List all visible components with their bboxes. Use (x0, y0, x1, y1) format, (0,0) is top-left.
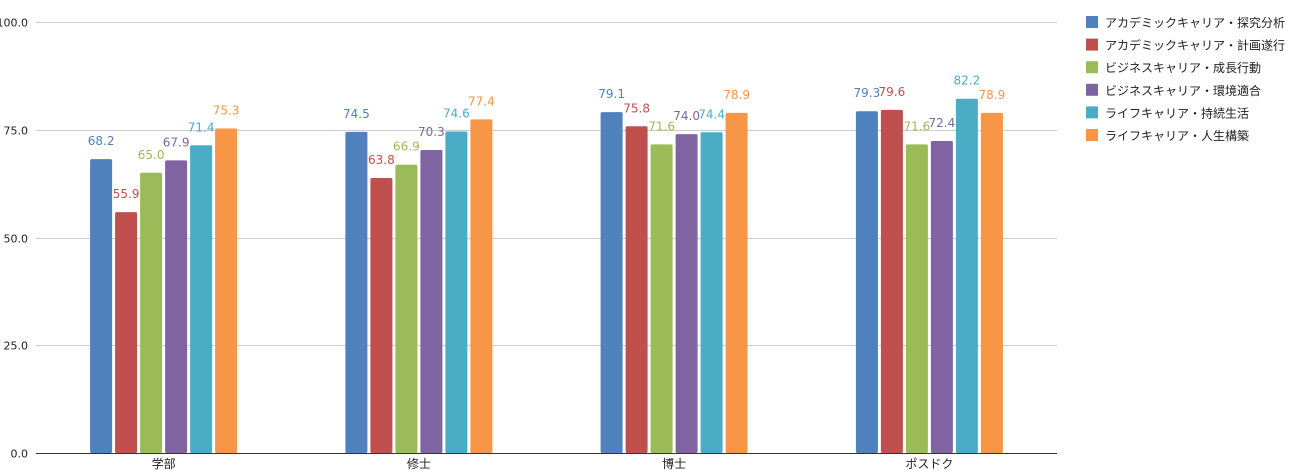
legend-label: ライフキャリア・人生構築 (1105, 128, 1249, 143)
bar (955, 98, 978, 453)
legend-label: アカデミックキャリア・探究分析 (1105, 15, 1285, 30)
data-label: 75.8 (623, 101, 650, 115)
bar (905, 144, 928, 453)
data-label: 74.0 (673, 109, 700, 123)
bar (700, 132, 723, 454)
data-label: 71.6 (648, 119, 675, 133)
bar (600, 112, 623, 453)
x-tick-label: 博士 (662, 456, 686, 470)
bar (345, 131, 368, 453)
y-tick-label: 25.0 (4, 340, 29, 353)
legend: アカデミックキャリア・探究分析アカデミックキャリア・計画遂行ビジネスキャリア・成… (1086, 15, 1285, 143)
bar (675, 134, 698, 453)
axes: 0.0 25.0 50.0 75.0 100.0 学部 修士 博士 ポスドク (0, 17, 1057, 470)
data-label: 82.2 (954, 74, 981, 88)
data-label: 70.3 (418, 125, 445, 139)
bar (470, 119, 493, 454)
data-label: 72.4 (929, 116, 956, 130)
data-label: 65.0 (138, 148, 165, 162)
data-label: 74.4 (698, 107, 725, 121)
bar (90, 159, 113, 453)
bar (140, 172, 163, 454)
bar (855, 111, 878, 453)
bar (650, 144, 673, 453)
data-label: 71.6 (904, 119, 931, 133)
data-label: 68.2 (88, 134, 115, 148)
data-label: 78.9 (979, 88, 1006, 102)
legend-label: ライフキャリア・持続生活 (1105, 105, 1249, 120)
legend-label: ビジネスキャリア・環境適合 (1105, 83, 1261, 98)
x-tick-label: 修士 (407, 456, 431, 470)
bar (215, 128, 238, 453)
legend-swatch (1086, 129, 1098, 141)
data-label: 79.3 (854, 86, 881, 100)
bar (370, 178, 393, 453)
legend-swatch (1086, 106, 1098, 119)
data-label: 67.9 (163, 135, 190, 149)
bar (445, 131, 468, 453)
bar (115, 212, 138, 453)
data-label: 79.6 (879, 85, 906, 99)
gridlines (36, 22, 1057, 346)
data-label: 78.9 (723, 88, 750, 102)
data-label: 74.5 (343, 107, 370, 121)
data-label: 66.9 (393, 140, 420, 154)
bars (90, 98, 1003, 454)
bar (165, 160, 188, 453)
data-label: 75.3 (213, 104, 240, 118)
y-tick-label: 100.0 (0, 17, 28, 30)
data-label: 74.6 (443, 107, 470, 121)
legend-swatch (1086, 61, 1098, 74)
bar (725, 112, 748, 454)
bar (980, 112, 1003, 454)
x-tick-label: ポスドク (905, 457, 953, 470)
bar (190, 145, 213, 454)
bar (880, 109, 903, 454)
legend-label: ビジネスキャリア・成長行動 (1105, 61, 1261, 75)
x-tick-label: 学部 (152, 456, 176, 470)
data-label: 79.1 (598, 87, 625, 101)
y-tick-label: 75.0 (4, 125, 29, 138)
data-label: 63.8 (368, 153, 395, 167)
y-tick-label: 50.0 (4, 233, 29, 246)
bar (395, 164, 418, 453)
data-label: 77.4 (468, 94, 495, 108)
legend-label: アカデミックキャリア・計画遂行 (1105, 38, 1285, 53)
data-label: 71.4 (188, 120, 215, 134)
bar (420, 150, 443, 453)
legend-swatch (1086, 83, 1098, 96)
bar (625, 126, 648, 454)
legend-swatch (1086, 38, 1098, 51)
data-label: 55.9 (113, 187, 140, 201)
legend-swatch (1086, 16, 1098, 28)
bar (930, 141, 953, 453)
y-tick-label: 0.0 (11, 448, 29, 461)
data-labels: 68.2 55.9 65.067.971.4 75.3 74.5 63.866.970.3… (88, 74, 1006, 201)
